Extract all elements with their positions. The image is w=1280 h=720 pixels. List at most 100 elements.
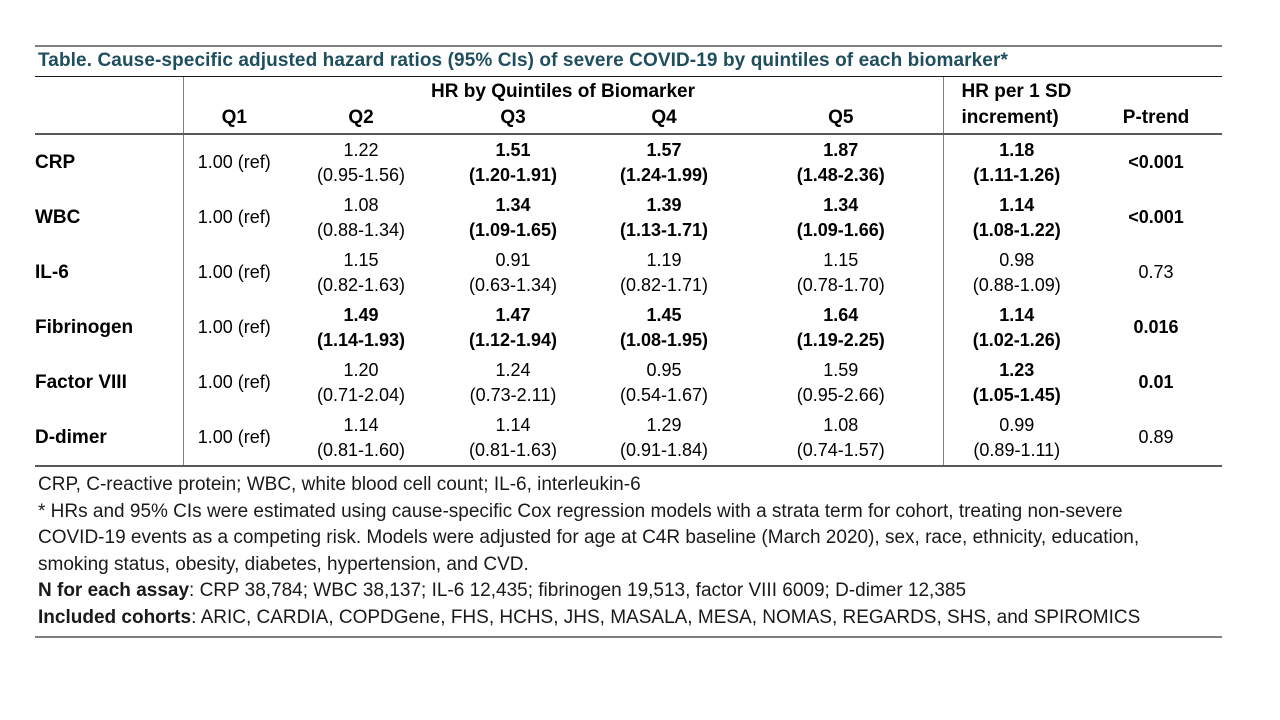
- q3-cell: 1.47 (1.12-1.94): [437, 300, 589, 355]
- hr-value: 1.18: [999, 139, 1035, 160]
- ptrend-cell: <0.001: [1128, 207, 1184, 227]
- ci-value: (0.95-1.56): [316, 164, 406, 185]
- hr-value: 1.15: [823, 249, 859, 270]
- ci-value: (1.13-1.71): [619, 219, 709, 240]
- ci-value: (1.11-1.26): [973, 164, 1061, 185]
- quintiles-group-header: HR by Quintiles of Biomarker: [182, 77, 944, 103]
- q4-header: Q4: [589, 103, 739, 135]
- footnote-cohorts-label: Included cohorts: [38, 606, 192, 628]
- ptrend-cell: 0.73: [1138, 262, 1174, 282]
- ci-value: (1.08-1.22): [972, 219, 1061, 240]
- q1-cell: 1.00 (ref): [182, 355, 285, 410]
- header-spacer: [1090, 77, 1222, 103]
- q1-cell: 1.00 (ref): [182, 410, 285, 467]
- ci-value: (0.95-2.66): [796, 384, 885, 405]
- ci-value: (1.12-1.94): [468, 329, 558, 350]
- top-rule: [35, 45, 1222, 47]
- q2-cell: 1.15 (0.82-1.63): [285, 245, 437, 300]
- ci-value: (1.05-1.45): [972, 384, 1061, 405]
- q3-cell: 1.24 (0.73-2.11): [437, 355, 589, 410]
- footnotes: CRP, C-reactive protein; WBC, white bloo…: [35, 467, 1193, 633]
- ptrend-cell: <0.001: [1128, 152, 1184, 172]
- hr-value: 1.45: [646, 304, 682, 325]
- q5-cell: 1.87 (1.48-2.36): [739, 134, 943, 190]
- biomarker-label: Factor VIII: [35, 372, 127, 393]
- ci-value: (1.02-1.26): [972, 329, 1061, 350]
- q3-cell: 1.51 (1.20-1.91): [437, 134, 589, 190]
- hr-value: 1.23: [999, 359, 1035, 380]
- biomarker-label: CRP: [35, 152, 76, 173]
- hazard-ratio-table: HR by Quintiles of Biomarker HR per 1 SD…: [35, 77, 1223, 467]
- hr-value: 1.14: [343, 414, 379, 435]
- footnote-n-text: : CRP 38,784; WBC 38,137; IL-6 12,435; f…: [189, 580, 967, 601]
- ci-value: (1.09-1.65): [468, 219, 558, 240]
- biomarker-label: IL-6: [35, 262, 69, 283]
- q3-cell: 1.34 (1.09-1.65): [437, 190, 589, 245]
- sd-cell: 1.14 (1.08-1.22): [942, 190, 1091, 245]
- footnote-cohorts-text: : ARIC, CARDIA, COPDGene, FHS, HCHS, JHS…: [191, 606, 1141, 628]
- hr-value: 1.20: [343, 359, 379, 380]
- q5-header: Q5: [739, 103, 944, 135]
- hr-value: 0.98: [999, 249, 1035, 270]
- biomarker-label: Fibrinogen: [35, 317, 134, 338]
- table-title: Table. Cause-specific adjusted hazard ra…: [35, 47, 1222, 77]
- footnote-methods: * HRs and 95% CIs were estimated using c…: [38, 500, 1140, 575]
- ptrend-cell: 0.89: [1090, 410, 1223, 467]
- q5-cell: 1.59 (0.95-2.66): [739, 355, 943, 410]
- ci-value: (1.14-1.93): [316, 329, 406, 350]
- q4-cell: 1.57 (1.24-1.99): [589, 134, 739, 190]
- sd-cell: 0.99 (0.89-1.11): [942, 410, 1091, 467]
- ci-value: (0.63-1.34): [468, 274, 558, 295]
- hr-value: 1.59: [823, 359, 859, 380]
- q2-cell: 1.14 (0.81-1.60): [285, 410, 437, 467]
- hr-value: 1.47: [495, 304, 531, 325]
- q2-cell: 1.49 (1.14-1.93): [285, 300, 437, 355]
- table-row-crp: CRP 1.00 (ref) 1.22 (0.95-1.56) 1.51 (1.20…: [35, 134, 1222, 190]
- q1-cell: 1.00 (ref): [182, 190, 285, 245]
- table-row-fibrinogen: Fibrinogen 1.00 (ref) 1.49 (1.14-1.93) 1.…: [35, 300, 1222, 355]
- q1-cell: 1.00 (ref): [182, 134, 285, 190]
- q5-cell: 1.08 (0.74-1.57): [739, 410, 944, 467]
- header-group-row: HR by Quintiles of Biomarker HR per 1 SD: [35, 77, 1222, 103]
- ptrend-cell: 0.016: [1133, 317, 1179, 337]
- ci-value: (1.19-2.25): [796, 329, 885, 350]
- ci-value: (0.82-1.63): [316, 274, 406, 295]
- q1-cell: 1.00 (ref): [182, 245, 285, 300]
- table-row-wbc: WBC 1.00 (ref) 1.08 (0.88-1.34) 1.34 (1.09…: [35, 190, 1222, 245]
- hr-value: 1.08: [343, 194, 379, 215]
- table-row-ddimer: D-dimer 1.00 (ref) 1.14 (0.81-1.60) 1.14 (…: [35, 410, 1223, 467]
- sd-header-line2: increment): [942, 103, 1091, 135]
- hr-value: 1.19: [646, 249, 682, 270]
- q1-cell: 1.00 (ref): [182, 300, 285, 355]
- q1-header: Q1: [182, 103, 285, 135]
- table-row-factor-viii: Factor VIII 1.00 (ref) 1.20 (0.71-2.04) 1…: [35, 355, 1222, 410]
- ci-value: (0.54-1.67): [619, 384, 709, 405]
- sd-cell: 0.98 (0.88-1.09): [942, 245, 1091, 300]
- hr-value: 1.51: [495, 139, 531, 160]
- hr-value: 1.64: [823, 304, 859, 325]
- hr-value: 1.34: [823, 194, 859, 215]
- hr-value: 0.91: [495, 249, 531, 270]
- q2-cell: 1.20 (0.71-2.04): [285, 355, 437, 410]
- ci-value: (1.48-2.36): [796, 164, 885, 185]
- hr-value: 1.08: [823, 414, 859, 435]
- q3-cell: 0.91 (0.63-1.34): [437, 245, 589, 300]
- hr-value: 1.49: [343, 304, 379, 325]
- ci-value: (1.08-1.95): [619, 329, 709, 350]
- q4-cell: 1.19 (0.82-1.71): [589, 245, 739, 300]
- biomarker-label: WBC: [35, 207, 81, 228]
- sd-header-line1: HR per 1 SD: [942, 77, 1091, 103]
- hr-value: 1.22: [343, 139, 379, 160]
- footnote-cohorts: Included cohorts: ARIC, CARDIA, COPDGene…: [38, 605, 1193, 632]
- hr-value: 0.95: [646, 359, 682, 380]
- hr-value: 1.15: [343, 249, 379, 270]
- hr-value: 1.14: [495, 414, 531, 435]
- ci-value: (0.82-1.71): [619, 274, 709, 295]
- ci-value: (0.73-2.11): [469, 384, 557, 405]
- q2-cell: 1.22 (0.95-1.56): [285, 134, 437, 190]
- q2-cell: 1.08 (0.88-1.34): [285, 190, 437, 245]
- q5-cell: 1.34 (1.09-1.66): [739, 190, 943, 245]
- hr-value: 1.34: [495, 194, 531, 215]
- table-sheet: Table. Cause-specific adjusted hazard ra…: [35, 45, 1223, 638]
- ci-value: (0.74-1.57): [796, 439, 885, 460]
